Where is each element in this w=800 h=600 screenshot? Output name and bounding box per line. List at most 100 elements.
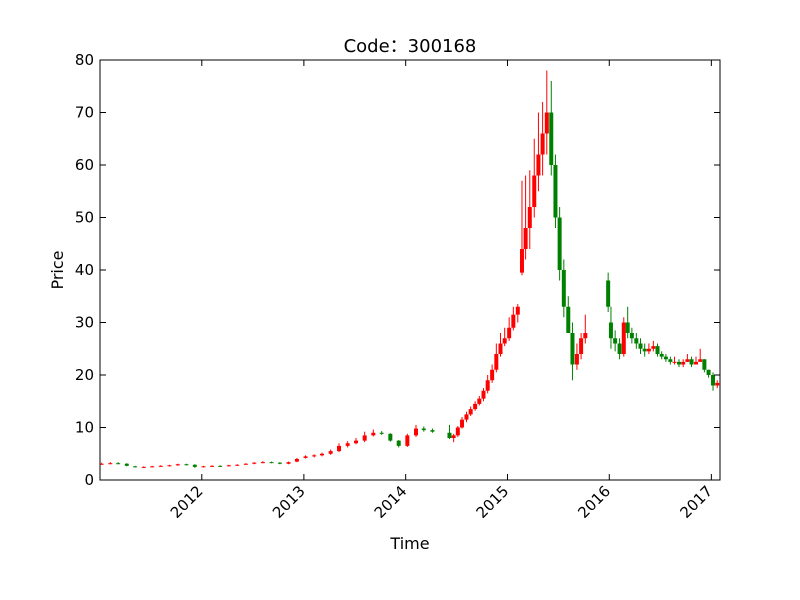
candle bbox=[184, 463, 189, 466]
candle bbox=[99, 462, 104, 465]
candle-body bbox=[579, 338, 584, 354]
candle bbox=[303, 455, 308, 459]
candle bbox=[694, 356, 699, 365]
y-tick-label: 0 bbox=[84, 471, 94, 489]
candle-body bbox=[490, 369, 495, 381]
candle bbox=[553, 154, 558, 228]
candle-body bbox=[532, 175, 537, 207]
candle-body bbox=[715, 382, 720, 386]
candle bbox=[511, 306, 516, 331]
candle-body bbox=[218, 465, 223, 467]
candle-body bbox=[685, 359, 690, 362]
candle bbox=[235, 464, 240, 466]
candle-body bbox=[294, 459, 299, 462]
candle-body bbox=[447, 432, 452, 438]
candle bbox=[455, 425, 460, 437]
candle bbox=[502, 327, 507, 347]
candle-body bbox=[312, 455, 317, 457]
candle-body bbox=[677, 361, 682, 365]
candle-body bbox=[681, 361, 686, 365]
candle-body bbox=[260, 462, 265, 464]
candle-body bbox=[430, 430, 435, 432]
candle bbox=[583, 314, 588, 344]
candle bbox=[226, 464, 231, 467]
candle bbox=[260, 461, 265, 464]
candle bbox=[625, 306, 630, 339]
candle bbox=[464, 411, 469, 423]
candle-body bbox=[243, 463, 248, 465]
candle bbox=[515, 304, 520, 323]
candle bbox=[413, 424, 418, 437]
candle-body bbox=[455, 427, 460, 436]
candle-body bbox=[706, 369, 711, 375]
candle-body bbox=[570, 333, 575, 365]
y-tick-label: 60 bbox=[75, 156, 94, 174]
candle-body bbox=[464, 414, 469, 420]
candle-body bbox=[286, 462, 291, 464]
candle-body bbox=[167, 465, 172, 467]
candle-body bbox=[192, 464, 197, 467]
candle bbox=[116, 462, 121, 465]
y-axis: 0 10 20 30 40 50 60 70 80 bbox=[75, 51, 720, 489]
candle bbox=[320, 452, 325, 457]
candle bbox=[473, 401, 478, 411]
candle bbox=[362, 431, 367, 443]
candle-body bbox=[235, 464, 240, 466]
candle-body bbox=[629, 333, 634, 339]
candle bbox=[698, 348, 703, 362]
candle bbox=[702, 359, 707, 373]
candle bbox=[523, 175, 528, 260]
candle-body bbox=[150, 466, 155, 468]
candle-body bbox=[388, 433, 393, 441]
candle-body bbox=[694, 361, 699, 365]
candle-body bbox=[561, 270, 566, 307]
candle bbox=[498, 333, 503, 357]
candle-body bbox=[99, 463, 104, 465]
candle bbox=[689, 356, 694, 368]
candle bbox=[388, 433, 393, 442]
candle-body bbox=[328, 451, 333, 454]
candle-body bbox=[507, 327, 512, 339]
candle bbox=[430, 428, 435, 433]
candle-body bbox=[252, 462, 257, 464]
candle bbox=[354, 438, 359, 445]
candle-body bbox=[608, 322, 613, 339]
candle bbox=[681, 359, 686, 368]
candle-body bbox=[638, 343, 643, 349]
candle-body bbox=[451, 435, 456, 438]
candle-body bbox=[606, 280, 611, 307]
candle-body bbox=[485, 380, 490, 391]
candle bbox=[447, 424, 452, 440]
candle-body bbox=[371, 432, 376, 436]
candle bbox=[294, 457, 299, 463]
y-tick-label: 50 bbox=[75, 209, 94, 227]
candle bbox=[124, 463, 129, 467]
candle bbox=[634, 333, 639, 349]
candle-body bbox=[583, 333, 588, 339]
candle bbox=[668, 356, 673, 365]
candle-body bbox=[663, 356, 668, 360]
candle bbox=[210, 465, 215, 467]
candle bbox=[519, 180, 524, 276]
candle-body bbox=[689, 359, 694, 365]
candle bbox=[685, 354, 690, 362]
candle-body bbox=[473, 403, 478, 410]
candle bbox=[638, 338, 643, 354]
candle-body bbox=[651, 346, 656, 349]
candle-body bbox=[702, 359, 707, 370]
candle bbox=[150, 465, 155, 468]
candle-body bbox=[544, 112, 549, 134]
candle bbox=[133, 465, 138, 468]
candle-body bbox=[511, 314, 516, 328]
candle bbox=[477, 396, 482, 406]
candle bbox=[481, 388, 486, 402]
candle-body bbox=[413, 428, 418, 436]
candle-body bbox=[421, 428, 426, 431]
candle-body bbox=[642, 348, 647, 352]
candle-body bbox=[498, 343, 503, 354]
candle bbox=[672, 356, 677, 365]
candle-body bbox=[201, 466, 206, 468]
candle-body bbox=[625, 322, 630, 333]
candle-body bbox=[116, 463, 121, 465]
